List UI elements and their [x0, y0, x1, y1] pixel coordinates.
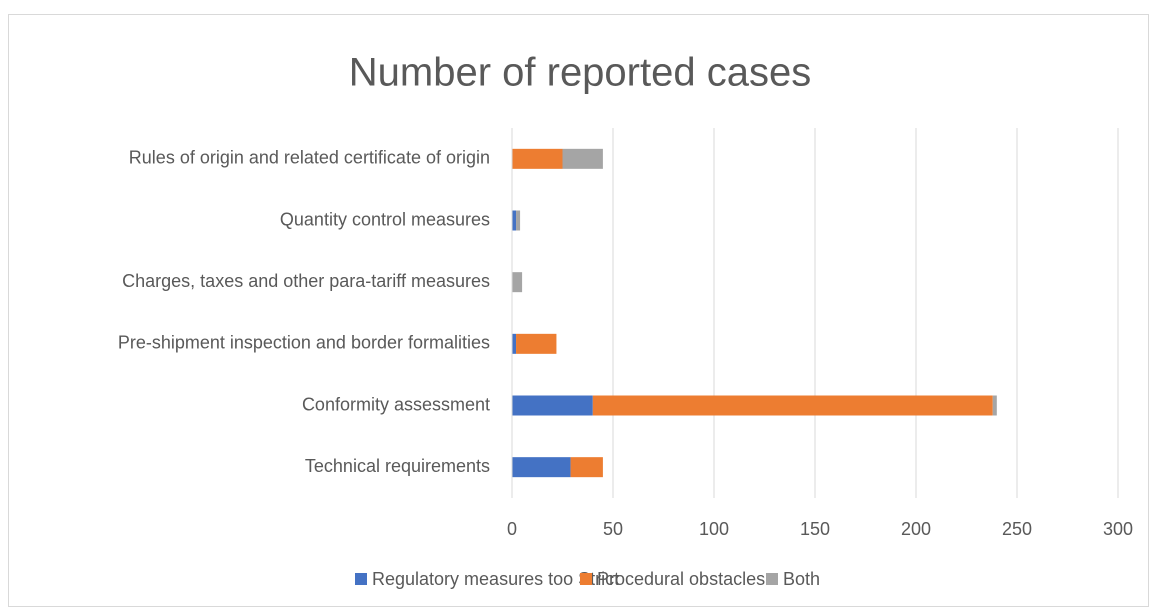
legend-swatch	[355, 573, 367, 585]
bar-segment	[512, 333, 517, 354]
legend-label: Procedural obstacles	[597, 569, 765, 589]
x-tick-label: 300	[1103, 519, 1133, 539]
bar-segment	[562, 148, 603, 169]
bar-segment	[512, 457, 571, 478]
bar-segment	[592, 395, 993, 416]
y-tick-label: Pre-shipment inspection and border forma…	[118, 333, 490, 353]
x-tick-label: 100	[699, 519, 729, 539]
x-tick-label: 150	[800, 519, 830, 539]
chart-title: Number of reported cases	[349, 51, 811, 95]
bar-segment	[512, 210, 517, 231]
x-tick-label: 200	[901, 519, 931, 539]
bar-segment	[512, 148, 563, 169]
legend-swatch	[580, 573, 592, 585]
x-tick-label: 50	[603, 519, 623, 539]
bar-segment	[516, 333, 557, 354]
bar-segment	[516, 210, 521, 231]
x-tick-label: 250	[1002, 519, 1032, 539]
y-tick-label: Quantity control measures	[280, 209, 490, 229]
chart-frame	[8, 14, 1149, 607]
legend-swatch	[766, 573, 778, 585]
legend-label: Both	[783, 569, 820, 589]
y-tick-label: Conformity assessment	[302, 394, 490, 414]
bar-segment	[512, 272, 523, 293]
x-tick-label: 0	[507, 519, 517, 539]
y-tick-label: Technical requirements	[305, 456, 490, 476]
bar-segment	[992, 395, 997, 416]
bar-segment	[512, 395, 593, 416]
legend-label: Regulatory measures too Strict	[372, 569, 619, 589]
bar-segment	[570, 457, 603, 478]
y-tick-label: Charges, taxes and other para-tariff mea…	[122, 271, 490, 291]
y-tick-label: Rules of origin and related certificate …	[129, 148, 490, 168]
